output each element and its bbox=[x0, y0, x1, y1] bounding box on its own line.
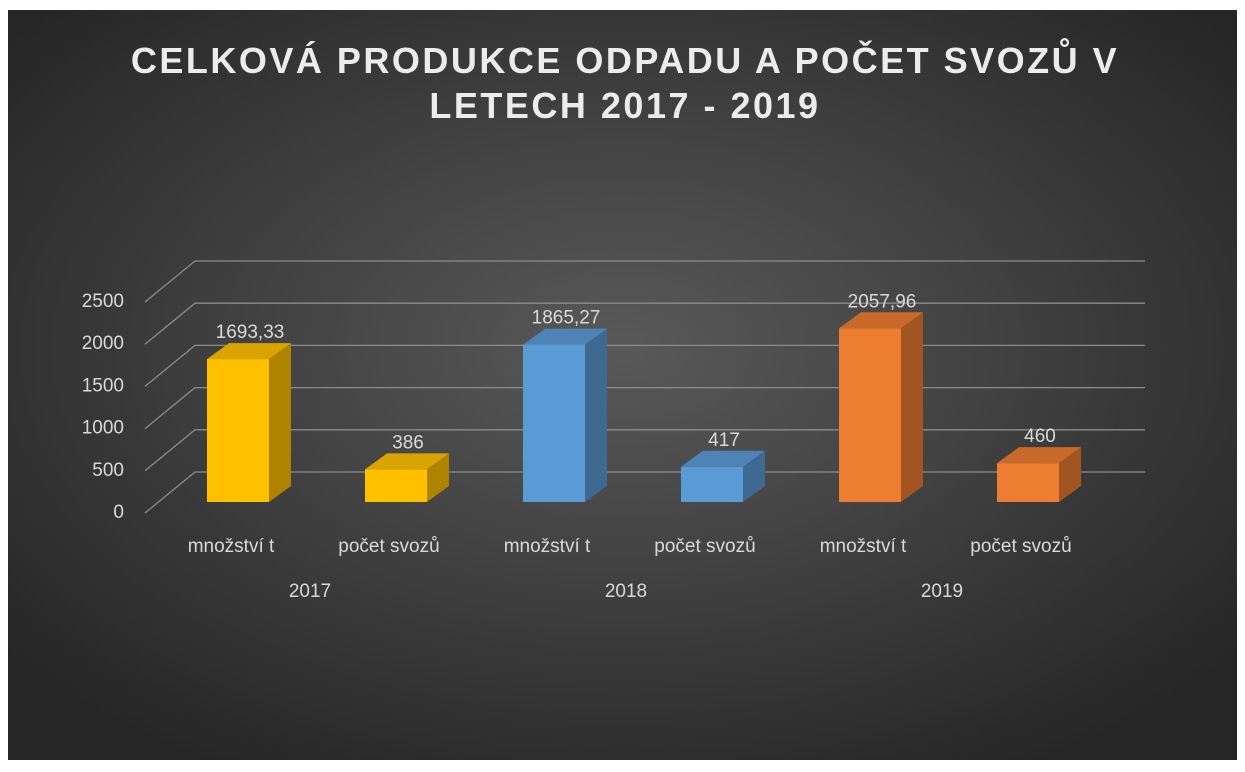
group-label: 2019 bbox=[921, 581, 963, 602]
y-tick-label: 0 bbox=[113, 502, 124, 523]
bar-front bbox=[207, 359, 269, 502]
bar-top bbox=[523, 328, 607, 345]
bar-front bbox=[681, 466, 743, 502]
bar-top bbox=[839, 312, 923, 329]
bar bbox=[681, 450, 765, 502]
data-label: 2057,96 bbox=[848, 291, 917, 312]
bar-top bbox=[207, 343, 291, 360]
x-tick-label: množství t bbox=[504, 536, 591, 557]
bar-front bbox=[523, 344, 585, 502]
bar-side bbox=[743, 450, 765, 502]
bar-side bbox=[901, 312, 923, 502]
bar-front bbox=[997, 463, 1059, 502]
bar bbox=[997, 447, 1081, 502]
bar-front bbox=[365, 469, 427, 502]
grid-line bbox=[144, 386, 1145, 430]
chart-title: CELKOVÁ PRODUKCE ODPADU A POČET SVOZŮ V … bbox=[130, 40, 1120, 126]
data-label: 460 bbox=[1024, 426, 1056, 447]
x-tick-label: počet svozů bbox=[654, 536, 755, 557]
bar bbox=[839, 312, 923, 502]
bar-front bbox=[839, 328, 901, 502]
y-tick-label: 500 bbox=[92, 460, 124, 481]
x-tick-label: množství t bbox=[820, 536, 907, 557]
data-label: 417 bbox=[708, 430, 740, 451]
x-tick-label: počet svozů bbox=[970, 536, 1071, 557]
grid-line bbox=[144, 429, 1145, 472]
grid-line bbox=[144, 260, 1145, 303]
bar-side bbox=[585, 328, 607, 502]
data-label: 386 bbox=[392, 432, 424, 453]
y-tick-label: 1000 bbox=[82, 418, 124, 439]
bar-top bbox=[681, 450, 765, 467]
grid-line bbox=[144, 471, 1145, 514]
bar-top bbox=[365, 453, 449, 470]
grid-line bbox=[144, 302, 1145, 345]
grid-line bbox=[144, 344, 1145, 387]
bar-side bbox=[1059, 447, 1081, 502]
group-label: 2017 bbox=[289, 581, 331, 602]
y-tick-label: 2500 bbox=[82, 291, 124, 312]
y-tick-label: 2000 bbox=[82, 333, 124, 354]
data-label: 1693,33 bbox=[216, 322, 285, 343]
bar-top bbox=[997, 447, 1081, 464]
bar-side bbox=[427, 453, 449, 502]
bar bbox=[207, 343, 291, 502]
bar bbox=[523, 328, 607, 502]
x-tick-label: počet svozů bbox=[338, 536, 439, 557]
x-tick-label: množství t bbox=[188, 536, 275, 557]
data-label: 1865,27 bbox=[532, 308, 601, 329]
bar bbox=[365, 453, 449, 502]
y-tick-label: 1500 bbox=[82, 375, 124, 396]
group-label: 2018 bbox=[605, 581, 647, 602]
bar-side bbox=[269, 343, 291, 502]
